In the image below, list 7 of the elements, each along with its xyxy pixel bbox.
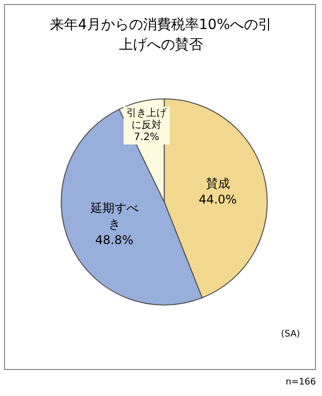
text: n=166 — [286, 378, 316, 388]
data-label: 44.0% — [198, 192, 237, 207]
slice-label: 延期すべき — [89, 200, 138, 231]
slice-label: 賛成 — [206, 176, 230, 191]
text: (SA) — [280, 330, 300, 340]
chart-title: 来年4月からの消費税率10%への引上げへの賛否 — [50, 17, 272, 53]
data-label: 48.8% — [95, 232, 134, 247]
